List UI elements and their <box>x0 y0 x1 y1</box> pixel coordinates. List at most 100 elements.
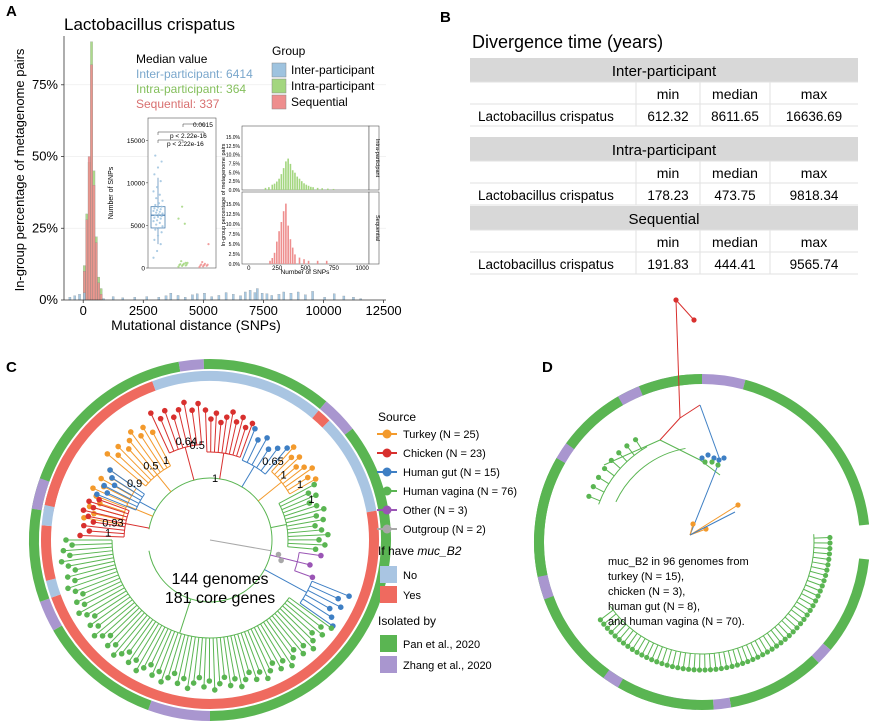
tree-branch <box>268 617 295 651</box>
table-inter: Inter-participant min median max Lactobacill… <box>470 58 858 127</box>
tree-branch <box>813 537 830 539</box>
tree-tip <box>223 414 230 420</box>
ring-muc-b2-segment <box>51 510 379 709</box>
tree-branch <box>83 517 122 525</box>
tree-tip <box>718 665 724 672</box>
tree-branch <box>221 417 228 453</box>
tree-tip <box>826 556 832 562</box>
facet-bar <box>291 170 294 190</box>
histogram-bar <box>184 297 187 301</box>
jitter-point <box>155 223 158 226</box>
tree-arc <box>294 552 300 571</box>
legend-swatch-intra <box>271 78 287 94</box>
tree-tip <box>311 481 317 488</box>
tree-branch <box>128 448 155 478</box>
table-header <box>470 58 858 82</box>
ring-isolated-by-segment <box>31 478 50 511</box>
facet-y-tick-label: 12.5% <box>226 144 241 150</box>
tree-tip <box>686 666 692 672</box>
inset-y-tick-label: 5000 <box>131 223 146 230</box>
facet-bar <box>291 247 294 264</box>
histogram-bar <box>133 297 136 301</box>
facet-bar <box>280 222 283 264</box>
tree-tip <box>227 682 234 689</box>
tree-tip <box>221 674 228 681</box>
histogram-bar <box>253 292 257 301</box>
tree-tip <box>734 662 740 668</box>
table-col-header: max <box>801 165 827 181</box>
tree-branch <box>693 653 696 670</box>
tree-tip <box>705 452 711 458</box>
tree-branch <box>225 411 234 454</box>
histogram-bar <box>342 295 346 301</box>
tree-tip <box>275 551 282 558</box>
tree-tip <box>826 551 833 557</box>
tree-tip <box>156 668 162 675</box>
tree-tip <box>127 429 134 435</box>
histogram-bar <box>265 293 269 301</box>
tree-branch <box>279 608 314 642</box>
jitter-point <box>154 214 157 217</box>
ring-isolated-by-segment <box>53 625 152 711</box>
tree-tip <box>729 663 735 670</box>
jitter-point <box>160 214 163 218</box>
tree-branch <box>661 648 668 664</box>
tree-branch <box>787 613 801 625</box>
tree-tip <box>827 534 833 541</box>
tree-tip <box>81 522 87 529</box>
tree-tip <box>85 513 92 520</box>
tree-branch <box>774 626 786 640</box>
tree-tip <box>664 662 670 668</box>
tree-branch <box>282 466 305 485</box>
bootstrap-label: 0.5 <box>143 461 158 473</box>
tree-branch <box>86 590 127 616</box>
tree-tip <box>709 459 715 465</box>
tree-branch <box>94 593 129 617</box>
tree-branch <box>271 446 295 472</box>
ring-isolated-by-segment <box>29 508 50 602</box>
tree-tip <box>316 537 322 543</box>
table-col-header: median <box>712 165 758 181</box>
legend-source-dot <box>382 524 392 534</box>
bootstrap-label: 1 <box>163 455 169 467</box>
jitter-point <box>161 212 164 215</box>
tree-tip <box>326 605 333 612</box>
ring-isolated-by-segment <box>639 374 692 396</box>
tree-branch <box>257 481 282 502</box>
panel-a-histogram: Lactobacillus crispatus 0 2500 5000 7500 100… <box>12 15 402 333</box>
tree-branch <box>286 519 324 527</box>
tree-tip <box>91 632 98 639</box>
tree-tip <box>290 444 297 450</box>
tree-branch <box>264 569 307 593</box>
facet-y-tick-label: 5.0% <box>229 170 241 176</box>
legend-label-sequential: Sequential <box>291 95 348 109</box>
tree-tip <box>322 542 328 548</box>
facet-bar <box>289 163 292 190</box>
facet-y-tick-label: 7.5% <box>229 162 241 168</box>
ring-muc-b2-segment <box>41 504 55 527</box>
tree-branch <box>813 547 830 549</box>
histogram-bar <box>68 297 72 301</box>
inset-boxplot-y-label: Number of SNPs <box>108 166 115 219</box>
inset-facet-histogram: Intra-participant Sequential 0 250 500 750 1… <box>221 125 380 276</box>
tree-tip <box>58 558 65 565</box>
histogram-bar <box>95 242 98 301</box>
legend-label-pan: Pan et al., 2020 <box>403 639 480 651</box>
tree-branch <box>63 546 113 552</box>
jitter-point <box>200 263 203 266</box>
tree-tip <box>745 658 751 665</box>
histogram-bar <box>323 297 326 301</box>
tree-branch <box>287 529 322 534</box>
jitter-point <box>184 261 187 264</box>
muc-b2-tree <box>586 297 833 673</box>
tree-branch <box>603 439 661 466</box>
tree-tip <box>786 633 792 639</box>
table-cell: 473.75 <box>714 188 755 203</box>
jitter-point <box>156 208 159 212</box>
tree-tip <box>213 410 220 416</box>
tree-branch <box>204 410 208 453</box>
tree-tip <box>319 632 326 638</box>
tree-branch <box>641 640 650 656</box>
tree-branch <box>607 617 620 629</box>
tree-branch <box>600 609 614 621</box>
